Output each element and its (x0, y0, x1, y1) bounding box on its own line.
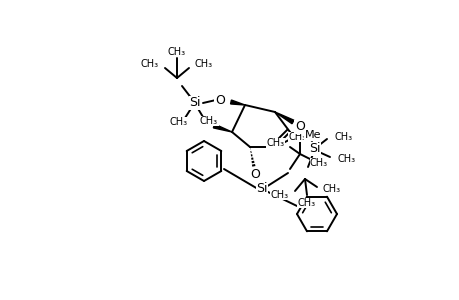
Text: CH₃: CH₃ (140, 59, 159, 69)
Text: O: O (250, 169, 259, 182)
Text: CH₃: CH₃ (200, 116, 218, 126)
Text: O: O (215, 94, 224, 106)
Text: CH₃: CH₃ (266, 138, 285, 148)
Text: CH₃: CH₃ (169, 117, 188, 127)
Polygon shape (274, 112, 293, 124)
Polygon shape (230, 100, 245, 105)
Polygon shape (213, 124, 231, 132)
Text: CH₃: CH₃ (322, 184, 341, 194)
Text: Si: Si (189, 97, 200, 110)
Text: CH₃: CH₃ (337, 154, 355, 164)
Text: Si: Si (256, 182, 267, 196)
Text: CH₃: CH₃ (195, 59, 213, 69)
Text: CH₃: CH₃ (309, 158, 327, 168)
Text: CH₃: CH₃ (168, 47, 185, 57)
Text: Si: Si (308, 142, 320, 155)
Text: O: O (294, 121, 304, 134)
Text: CH₃: CH₃ (334, 132, 353, 142)
Text: CH₃: CH₃ (288, 132, 307, 142)
Text: CH₃: CH₃ (270, 190, 288, 200)
Text: O: O (198, 116, 207, 130)
Text: CH₃: CH₃ (297, 198, 315, 208)
Text: Me: Me (304, 130, 321, 140)
